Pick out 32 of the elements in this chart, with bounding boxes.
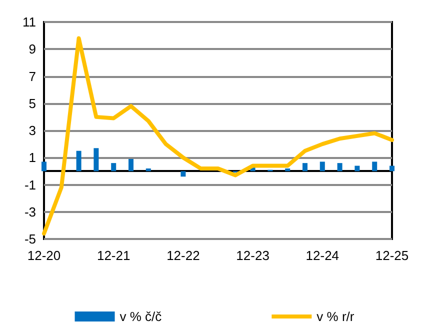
bar — [354, 166, 360, 172]
bar — [146, 168, 151, 172]
y-tick-label: 11 — [22, 14, 36, 30]
legend-label: v % r/r — [316, 309, 355, 324]
bar — [337, 163, 342, 172]
x-tick-label: 12-23 — [236, 248, 270, 263]
bar — [320, 162, 325, 172]
bar — [285, 168, 290, 172]
bar — [94, 148, 99, 172]
y-tick-label: -3 — [24, 204, 36, 220]
bar — [76, 150, 82, 172]
bar — [111, 163, 116, 172]
y-tick-label: 1 — [28, 150, 36, 166]
bar — [302, 163, 308, 172]
x-tick-label: 12-22 — [166, 248, 200, 263]
y-tick-label: 5 — [28, 96, 36, 111]
y-tick-label: 9 — [28, 42, 36, 57]
y-tick-label: -1 — [24, 177, 36, 192]
y-tick-label: 3 — [28, 123, 36, 138]
y-tick-label: -5 — [24, 232, 36, 246]
x-tick-label: 12-24 — [306, 248, 340, 263]
x-tick-label: 12-20 — [27, 248, 61, 263]
bar — [42, 162, 46, 172]
bar — [372, 162, 378, 172]
bar — [128, 158, 134, 172]
bar — [180, 171, 186, 177]
legend-label: v % č/č — [120, 309, 162, 324]
bar — [390, 166, 394, 172]
x-tick-label: 12-21 — [96, 248, 130, 263]
line-series — [42, 36, 394, 236]
y-tick-label: 7 — [28, 68, 36, 84]
x-tick-label: 12-25 — [375, 248, 409, 263]
